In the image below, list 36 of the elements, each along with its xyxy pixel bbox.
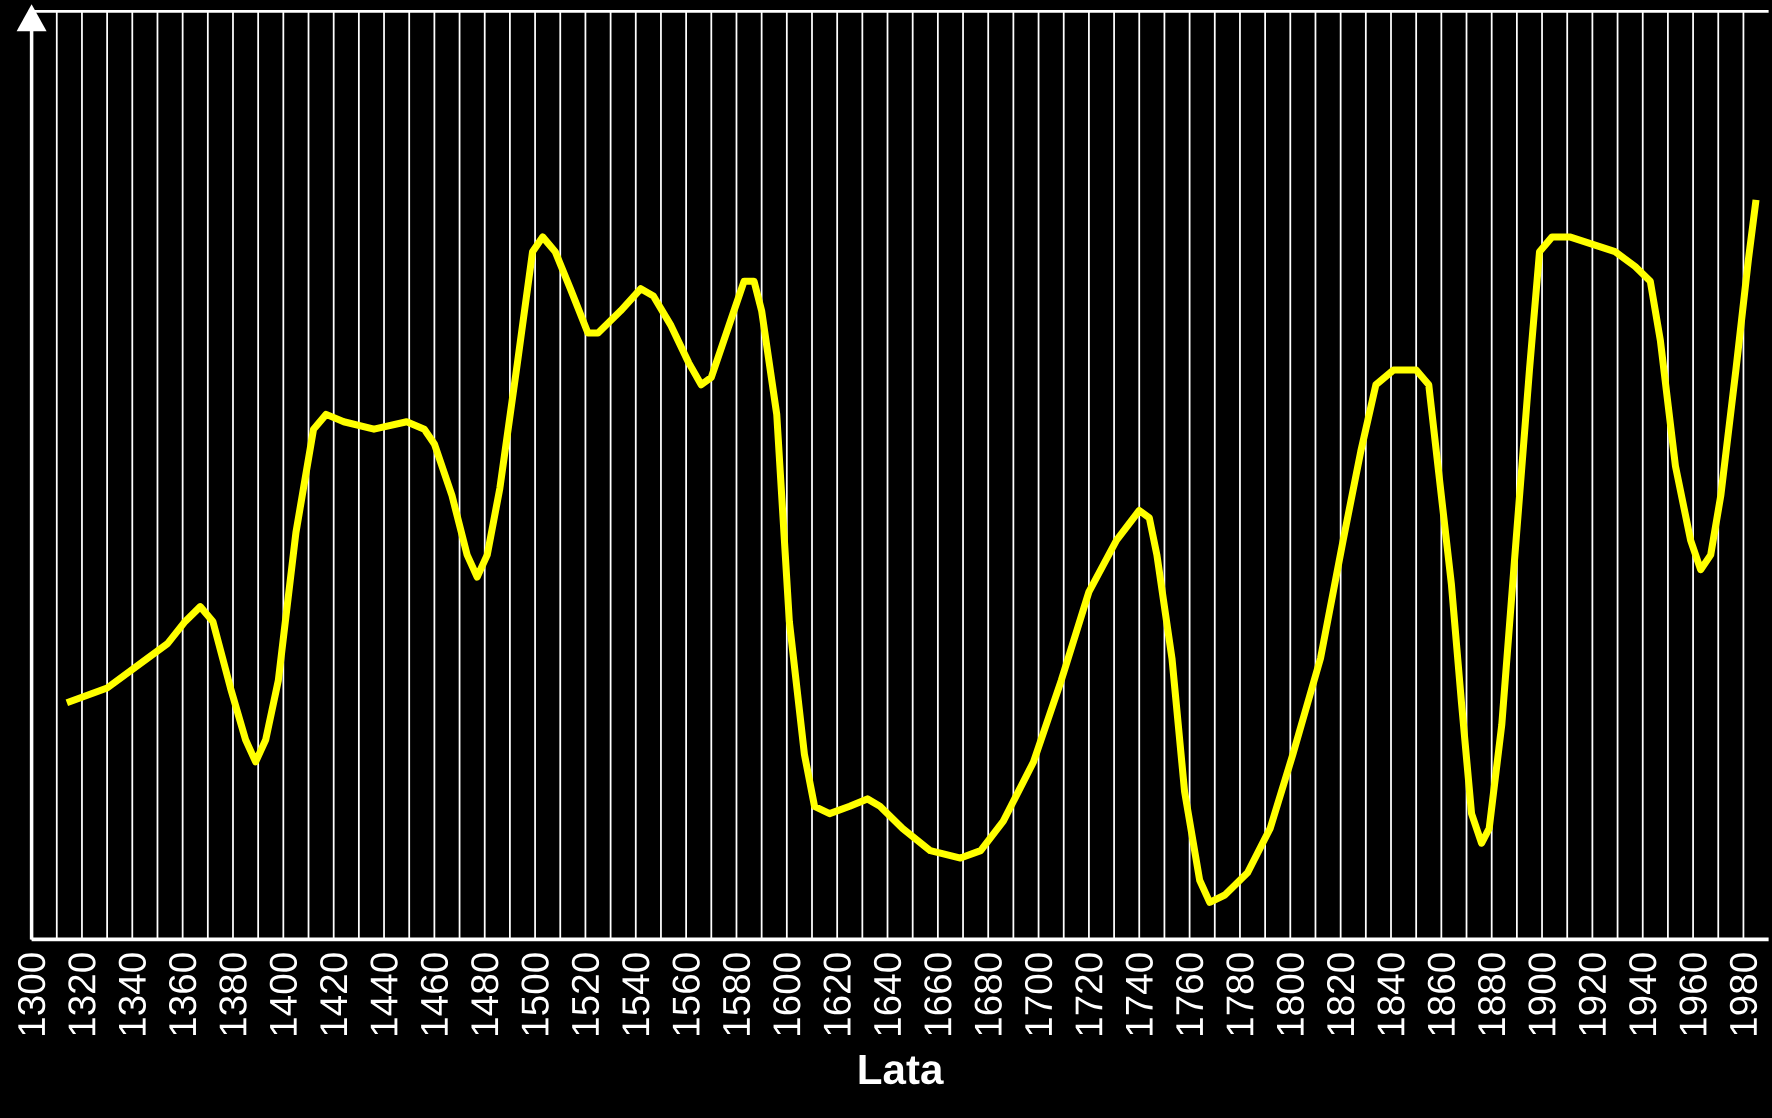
x-tick-label: 1960 [1679, 953, 1707, 1035]
x-tick-label: 1720 [1075, 953, 1103, 1035]
x-tick-label: 1860 [1427, 953, 1456, 1035]
x-tick-label: 1800 [1276, 953, 1304, 1035]
x-axis-title: Lata [859, 1054, 944, 1085]
x-tick-label: 1320 [68, 953, 96, 1035]
x-tick-label: 1480 [471, 953, 499, 1035]
x-tick-label: 1300 [17, 953, 46, 1035]
x-tick-label: 1540 [622, 953, 650, 1035]
x-tick-label: 1600 [773, 953, 801, 1035]
x-tick-label: 1460 [420, 953, 449, 1035]
x-tick-label: 1700 [1024, 953, 1053, 1035]
x-tick-label: 1640 [873, 953, 902, 1035]
x-tick-label: 1360 [169, 953, 197, 1035]
x-tick-label: 1740 [1125, 953, 1153, 1035]
x-tick-label: 1880 [1478, 953, 1506, 1035]
x-tick-label: 1840 [1377, 953, 1405, 1035]
x-tick-label: 1620 [823, 953, 851, 1035]
x-tick-label: 1680 [974, 953, 1002, 1035]
x-tick-label: 1400 [269, 953, 298, 1035]
x-tick-label: 1340 [118, 953, 146, 1035]
x-tick-label: 1900 [1528, 953, 1556, 1035]
x-tick-label: 1940 [1629, 953, 1657, 1035]
x-tick-label: 1380 [219, 953, 247, 1035]
x-tick-label: 1660 [924, 953, 952, 1035]
x-tick-label: 1780 [1226, 953, 1254, 1035]
x-tick-label: 1980 [1729, 953, 1758, 1035]
x-tick-label: 1820 [1327, 953, 1355, 1035]
x-tick-label: 1440 [370, 953, 398, 1035]
x-tick-label: 1920 [1578, 953, 1607, 1035]
x-tick-label: 1560 [672, 953, 700, 1035]
x-tick-label: 1760 [1175, 953, 1204, 1035]
x-tick-label: 1420 [320, 953, 348, 1035]
x-tick-label: 1500 [521, 953, 549, 1035]
x-tick-label: 1580 [722, 953, 751, 1035]
x-tick-label: 1520 [571, 953, 600, 1035]
